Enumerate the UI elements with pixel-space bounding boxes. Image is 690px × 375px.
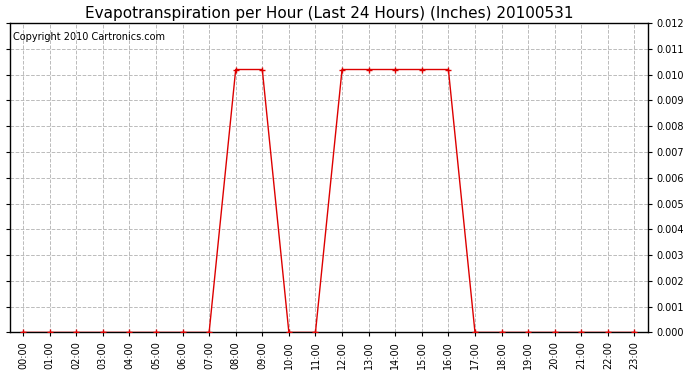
Text: Copyright 2010 Cartronics.com: Copyright 2010 Cartronics.com: [13, 32, 165, 42]
Title: Evapotranspiration per Hour (Last 24 Hours) (Inches) 20100531: Evapotranspiration per Hour (Last 24 Hou…: [84, 6, 573, 21]
